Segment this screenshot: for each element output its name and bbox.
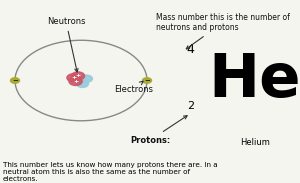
Circle shape	[11, 78, 20, 83]
Circle shape	[142, 78, 152, 83]
Text: Electrons: Electrons	[114, 81, 153, 94]
Text: −: −	[144, 78, 150, 83]
Circle shape	[71, 72, 85, 80]
Circle shape	[80, 75, 92, 82]
Text: 4: 4	[187, 43, 194, 56]
Text: Neutrons: Neutrons	[47, 17, 85, 72]
Text: This number lets us know how many protons there are. In a
neutral atom this is a: This number lets us know how many proton…	[3, 162, 218, 182]
Text: −: −	[12, 78, 18, 83]
Text: +: +	[75, 73, 81, 79]
Circle shape	[67, 74, 80, 82]
Text: 2: 2	[187, 101, 194, 111]
Text: Helium: Helium	[240, 138, 270, 147]
Circle shape	[69, 77, 82, 85]
Text: Mass number this is the number of
neutrons and protons: Mass number this is the number of neutro…	[156, 13, 290, 49]
Text: +: +	[71, 75, 76, 80]
Circle shape	[76, 80, 88, 87]
Text: +: +	[73, 79, 78, 84]
Text: Protons:: Protons:	[130, 116, 187, 145]
Text: He: He	[209, 51, 300, 110]
